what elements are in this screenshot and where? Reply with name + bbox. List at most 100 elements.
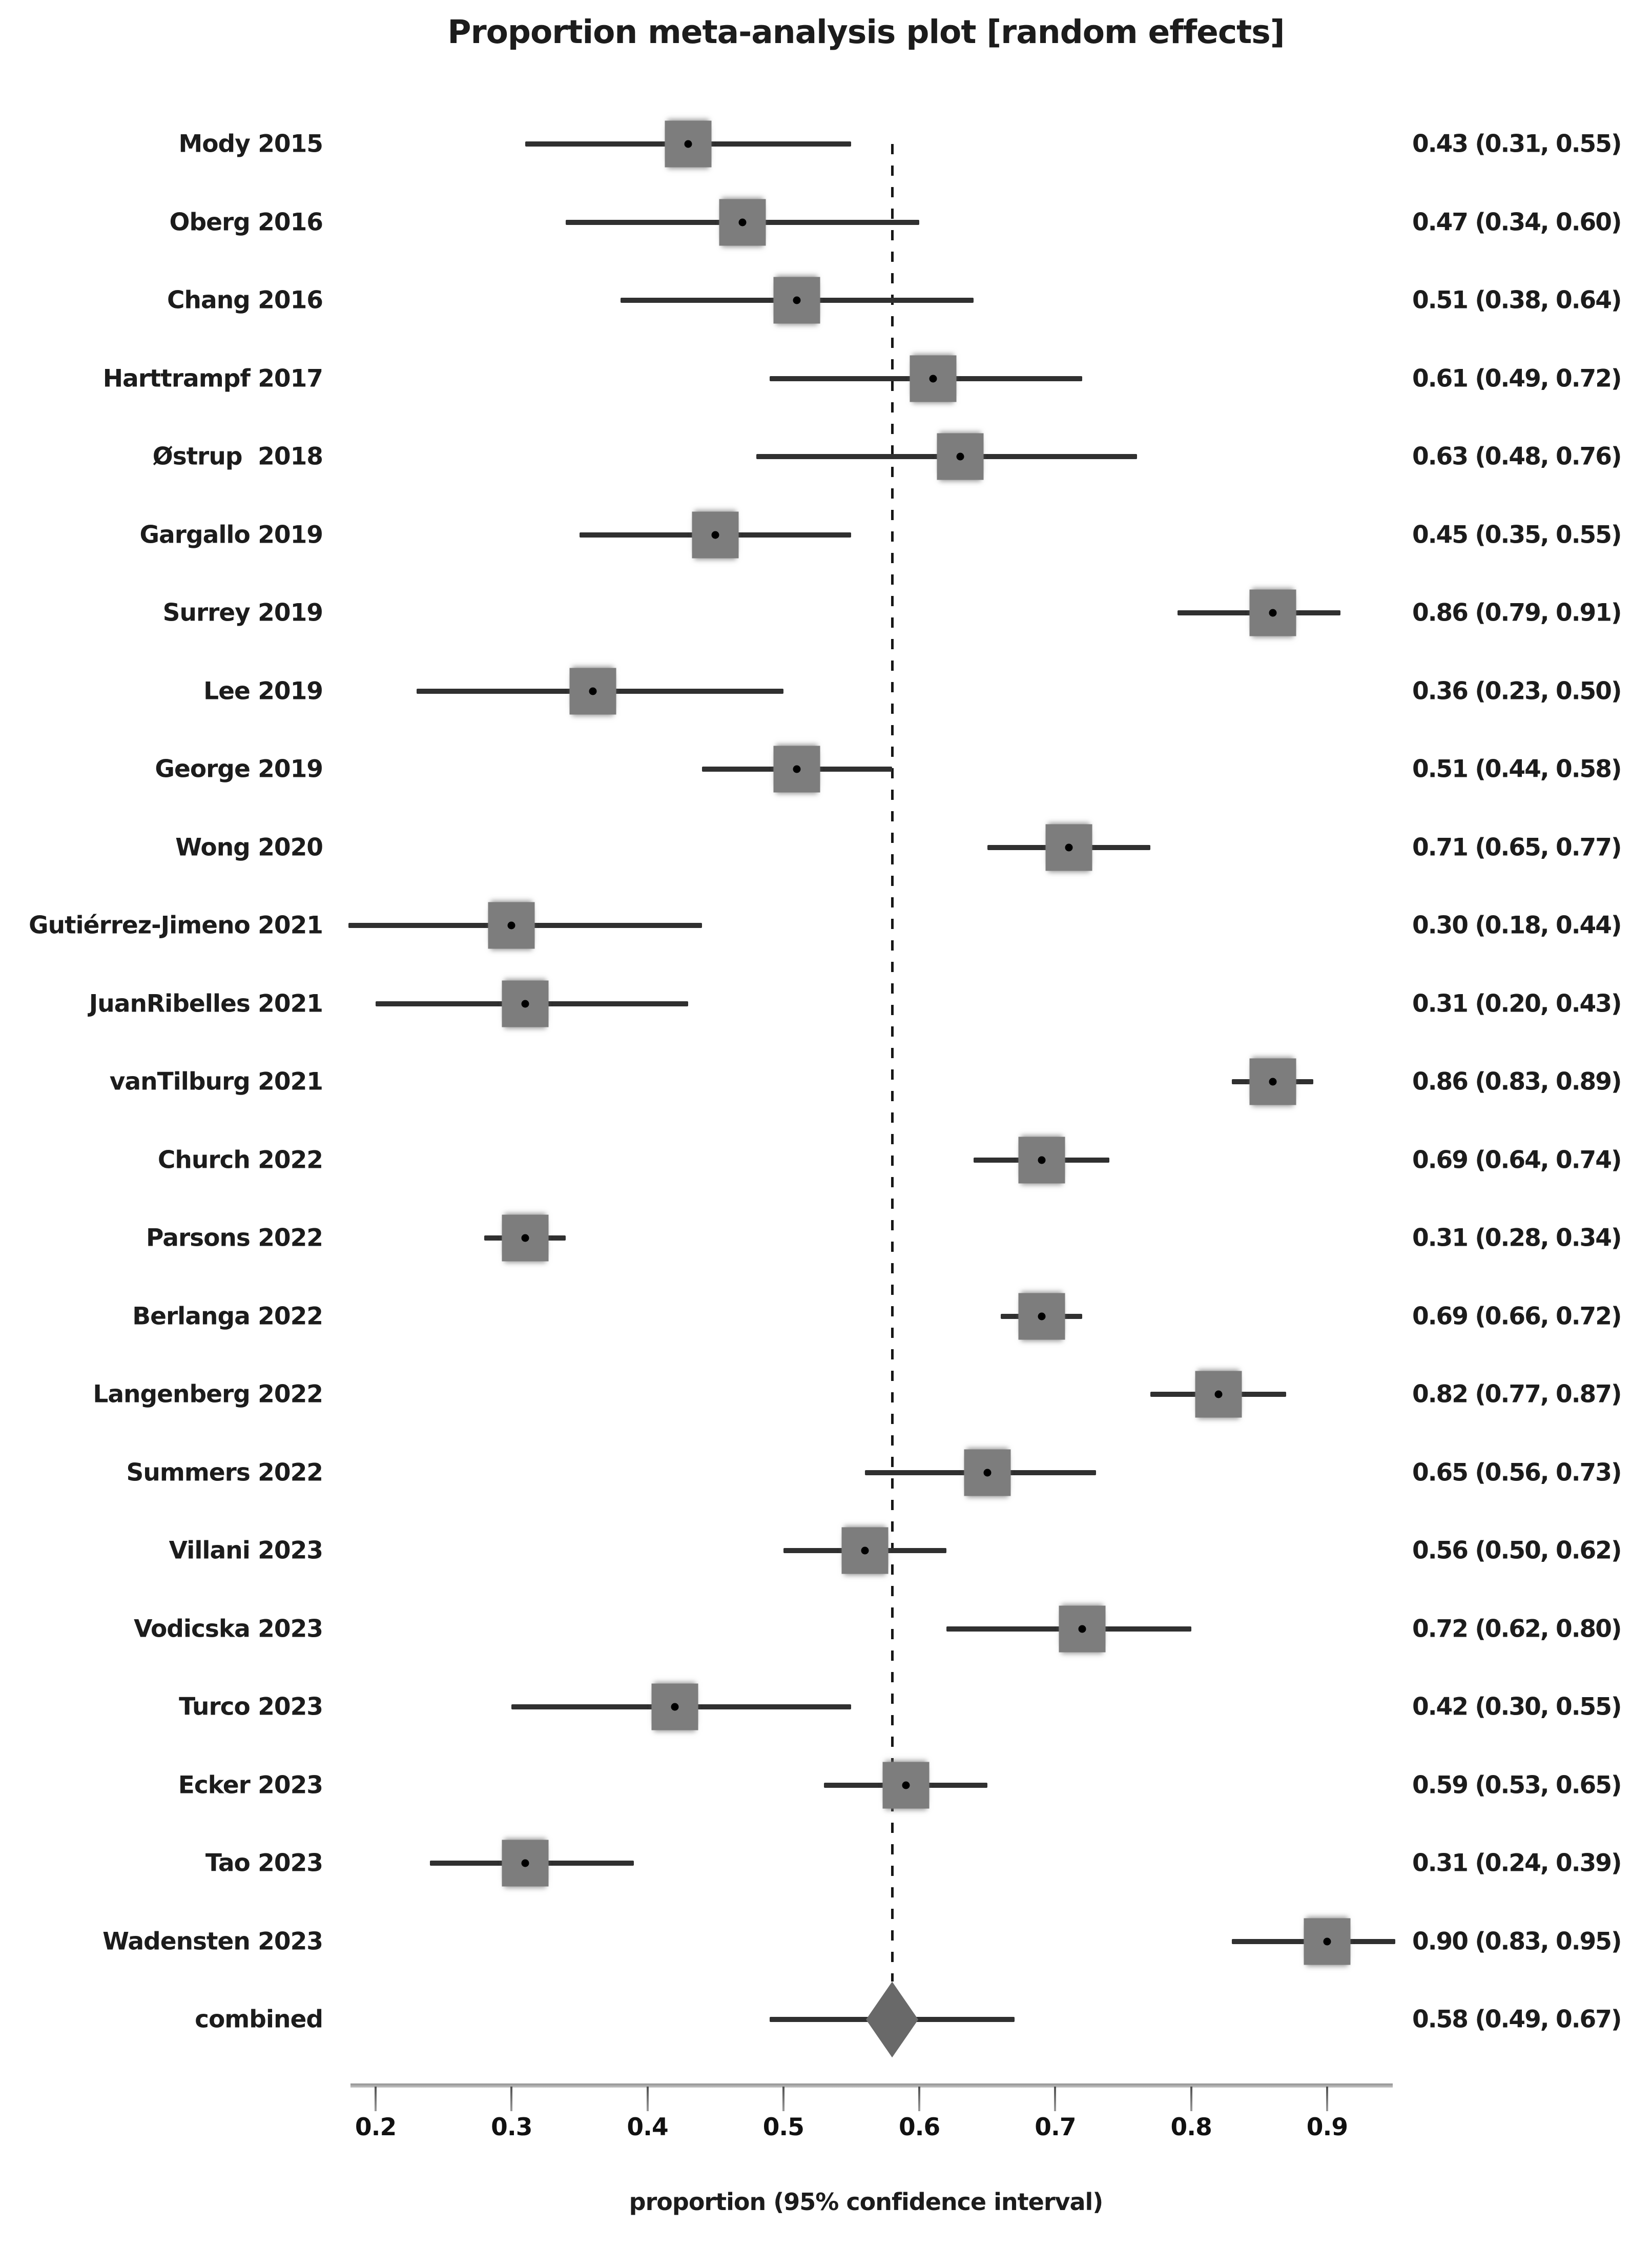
- study-row: JuanRibelles 2021 0.31 (0.20, 0.43): [0, 965, 1652, 1043]
- study-label: Lee 2019: [203, 677, 323, 706]
- point-estimate-dot: [521, 1000, 529, 1008]
- point-estimate-dot: [521, 1234, 529, 1242]
- row-plot-area: [333, 1355, 1399, 1434]
- row-plot-area: [333, 1043, 1399, 1121]
- row-plot-area: [333, 1980, 1399, 2059]
- x-axis-title: proportion (95% confidence interval): [629, 2188, 1104, 2216]
- study-label: Harttrampf 2017: [102, 364, 323, 393]
- study-row: Østrup 2018 0.63 (0.48, 0.76): [0, 418, 1652, 496]
- study-label: Langenberg 2022: [93, 1380, 323, 1409]
- combined-row: combined 0.58 (0.49, 0.67): [0, 1980, 1652, 2059]
- point-estimate-dot: [738, 218, 747, 226]
- row-plot-area: [333, 965, 1399, 1043]
- point-estimate-dot: [1269, 1078, 1277, 1086]
- ci-value-text: 0.59 (0.53, 0.65): [1412, 1771, 1622, 1800]
- study-label: Oberg 2016: [169, 208, 323, 237]
- ci-value-text: 0.58 (0.49, 0.67): [1412, 2005, 1622, 2034]
- x-axis-tick: [1054, 2087, 1057, 2111]
- row-plot-area: [333, 1121, 1399, 1200]
- study-label: Mody 2015: [178, 130, 323, 158]
- study-label: Gargallo 2019: [139, 521, 323, 549]
- row-plot-area: [333, 652, 1399, 731]
- study-row: Villani 2023 0.56 (0.50, 0.62): [0, 1512, 1652, 1590]
- study-label: George 2019: [155, 755, 323, 783]
- row-plot-area: [333, 1434, 1399, 1512]
- study-label: Surrey 2019: [162, 599, 323, 627]
- row-plot-area: [333, 1512, 1399, 1590]
- point-estimate-dot: [711, 531, 719, 539]
- point-estimate-dot: [507, 921, 515, 930]
- x-axis-tick-label: 0.3: [491, 2113, 532, 2141]
- x-axis-tick-label: 0.7: [1035, 2113, 1076, 2141]
- pooled-estimate-dashed-line: [891, 144, 894, 1982]
- study-label: combined: [195, 2005, 323, 2034]
- row-plot-area: [333, 105, 1399, 183]
- row-plot-area: [333, 886, 1399, 965]
- study-label: vanTilburg 2021: [109, 1067, 323, 1096]
- x-axis-tick: [1190, 2087, 1192, 2111]
- study-row: Harttrampf 2017 0.61 (0.49, 0.72): [0, 340, 1652, 418]
- ci-value-text: 0.86 (0.83, 0.89): [1412, 1067, 1622, 1096]
- study-label: Berlanga 2022: [132, 1302, 323, 1331]
- row-plot-area: [333, 809, 1399, 887]
- ci-value-text: 0.51 (0.44, 0.58): [1412, 755, 1622, 783]
- ci-value-text: 0.47 (0.34, 0.60): [1412, 208, 1622, 237]
- study-row: vanTilburg 2021 0.86 (0.83, 0.89): [0, 1043, 1652, 1121]
- point-estimate-dot: [956, 452, 964, 461]
- row-plot-area: [333, 1590, 1399, 1668]
- row-plot-area: [333, 1668, 1399, 1746]
- point-estimate-dot: [1038, 1312, 1046, 1320]
- row-plot-area: [333, 1824, 1399, 1903]
- ci-value-text: 0.61 (0.49, 0.72): [1412, 364, 1622, 393]
- study-row: Lee 2019 0.36 (0.23, 0.50): [0, 652, 1652, 731]
- study-label: Turco 2023: [179, 1693, 323, 1721]
- row-plot-area: [333, 183, 1399, 262]
- x-axis-tick-label: 0.9: [1306, 2113, 1348, 2141]
- point-estimate-dot: [861, 1546, 869, 1555]
- point-estimate-dot: [1038, 1156, 1046, 1164]
- row-plot-area: [333, 574, 1399, 652]
- x-axis-tick: [646, 2087, 649, 2111]
- row-plot-area: [333, 1746, 1399, 1825]
- ci-value-text: 0.63 (0.48, 0.76): [1412, 442, 1622, 471]
- combined-diamond: [866, 1982, 919, 2058]
- study-row: Wong 2020 0.71 (0.65, 0.77): [0, 809, 1652, 887]
- ci-value-text: 0.42 (0.30, 0.55): [1412, 1693, 1622, 1721]
- study-row: Berlanga 2022 0.69 (0.66, 0.72): [0, 1277, 1652, 1356]
- study-row: George 2019 0.51 (0.44, 0.58): [0, 730, 1652, 809]
- study-label: Villani 2023: [169, 1536, 323, 1565]
- point-estimate-dot: [902, 1781, 910, 1789]
- point-estimate-dot: [1214, 1390, 1223, 1398]
- study-row: Gargallo 2019 0.45 (0.35, 0.55): [0, 496, 1652, 574]
- ci-value-text: 0.69 (0.64, 0.74): [1412, 1146, 1622, 1174]
- x-axis-line: [350, 2083, 1393, 2088]
- study-row: Chang 2016 0.51 (0.38, 0.64): [0, 261, 1652, 340]
- ci-value-text: 0.82 (0.77, 0.87): [1412, 1380, 1622, 1409]
- study-row: Mody 2015 0.43 (0.31, 0.55): [0, 105, 1652, 183]
- row-plot-area: [333, 1199, 1399, 1277]
- study-label: Church 2022: [157, 1146, 323, 1174]
- point-estimate-dot: [793, 765, 801, 773]
- x-axis-tick: [510, 2087, 513, 2111]
- ci-value-text: 0.69 (0.66, 0.72): [1412, 1302, 1622, 1331]
- ci-value-text: 0.30 (0.18, 0.44): [1412, 911, 1622, 940]
- chart-title: Proportion meta-analysis plot [random ef…: [447, 13, 1285, 51]
- point-estimate-dot: [671, 1703, 679, 1711]
- study-label: Ecker 2023: [178, 1771, 323, 1800]
- row-plot-area: [333, 730, 1399, 809]
- study-row: Wadensten 2023 0.90 (0.83, 0.95): [0, 1903, 1652, 1981]
- forest-rows-container: Mody 2015 0.43 (0.31, 0.55) Oberg 2016 0.47…: [0, 105, 1652, 2059]
- study-label: Østrup 2018: [152, 442, 323, 471]
- point-estimate-dot: [1065, 843, 1073, 852]
- study-label: Wadensten 2023: [102, 1927, 323, 1956]
- x-axis-tick-label: 0.5: [762, 2113, 804, 2141]
- x-axis-tick: [782, 2087, 784, 2111]
- study-label: JuanRibelles 2021: [89, 989, 323, 1018]
- study-row: Surrey 2019 0.86 (0.79, 0.91): [0, 574, 1652, 652]
- study-label: Wong 2020: [175, 833, 323, 862]
- point-estimate-dot: [589, 687, 597, 695]
- ci-value-text: 0.71 (0.65, 0.77): [1412, 833, 1622, 862]
- point-estimate-dot: [1269, 609, 1277, 617]
- x-axis-tick: [375, 2087, 377, 2111]
